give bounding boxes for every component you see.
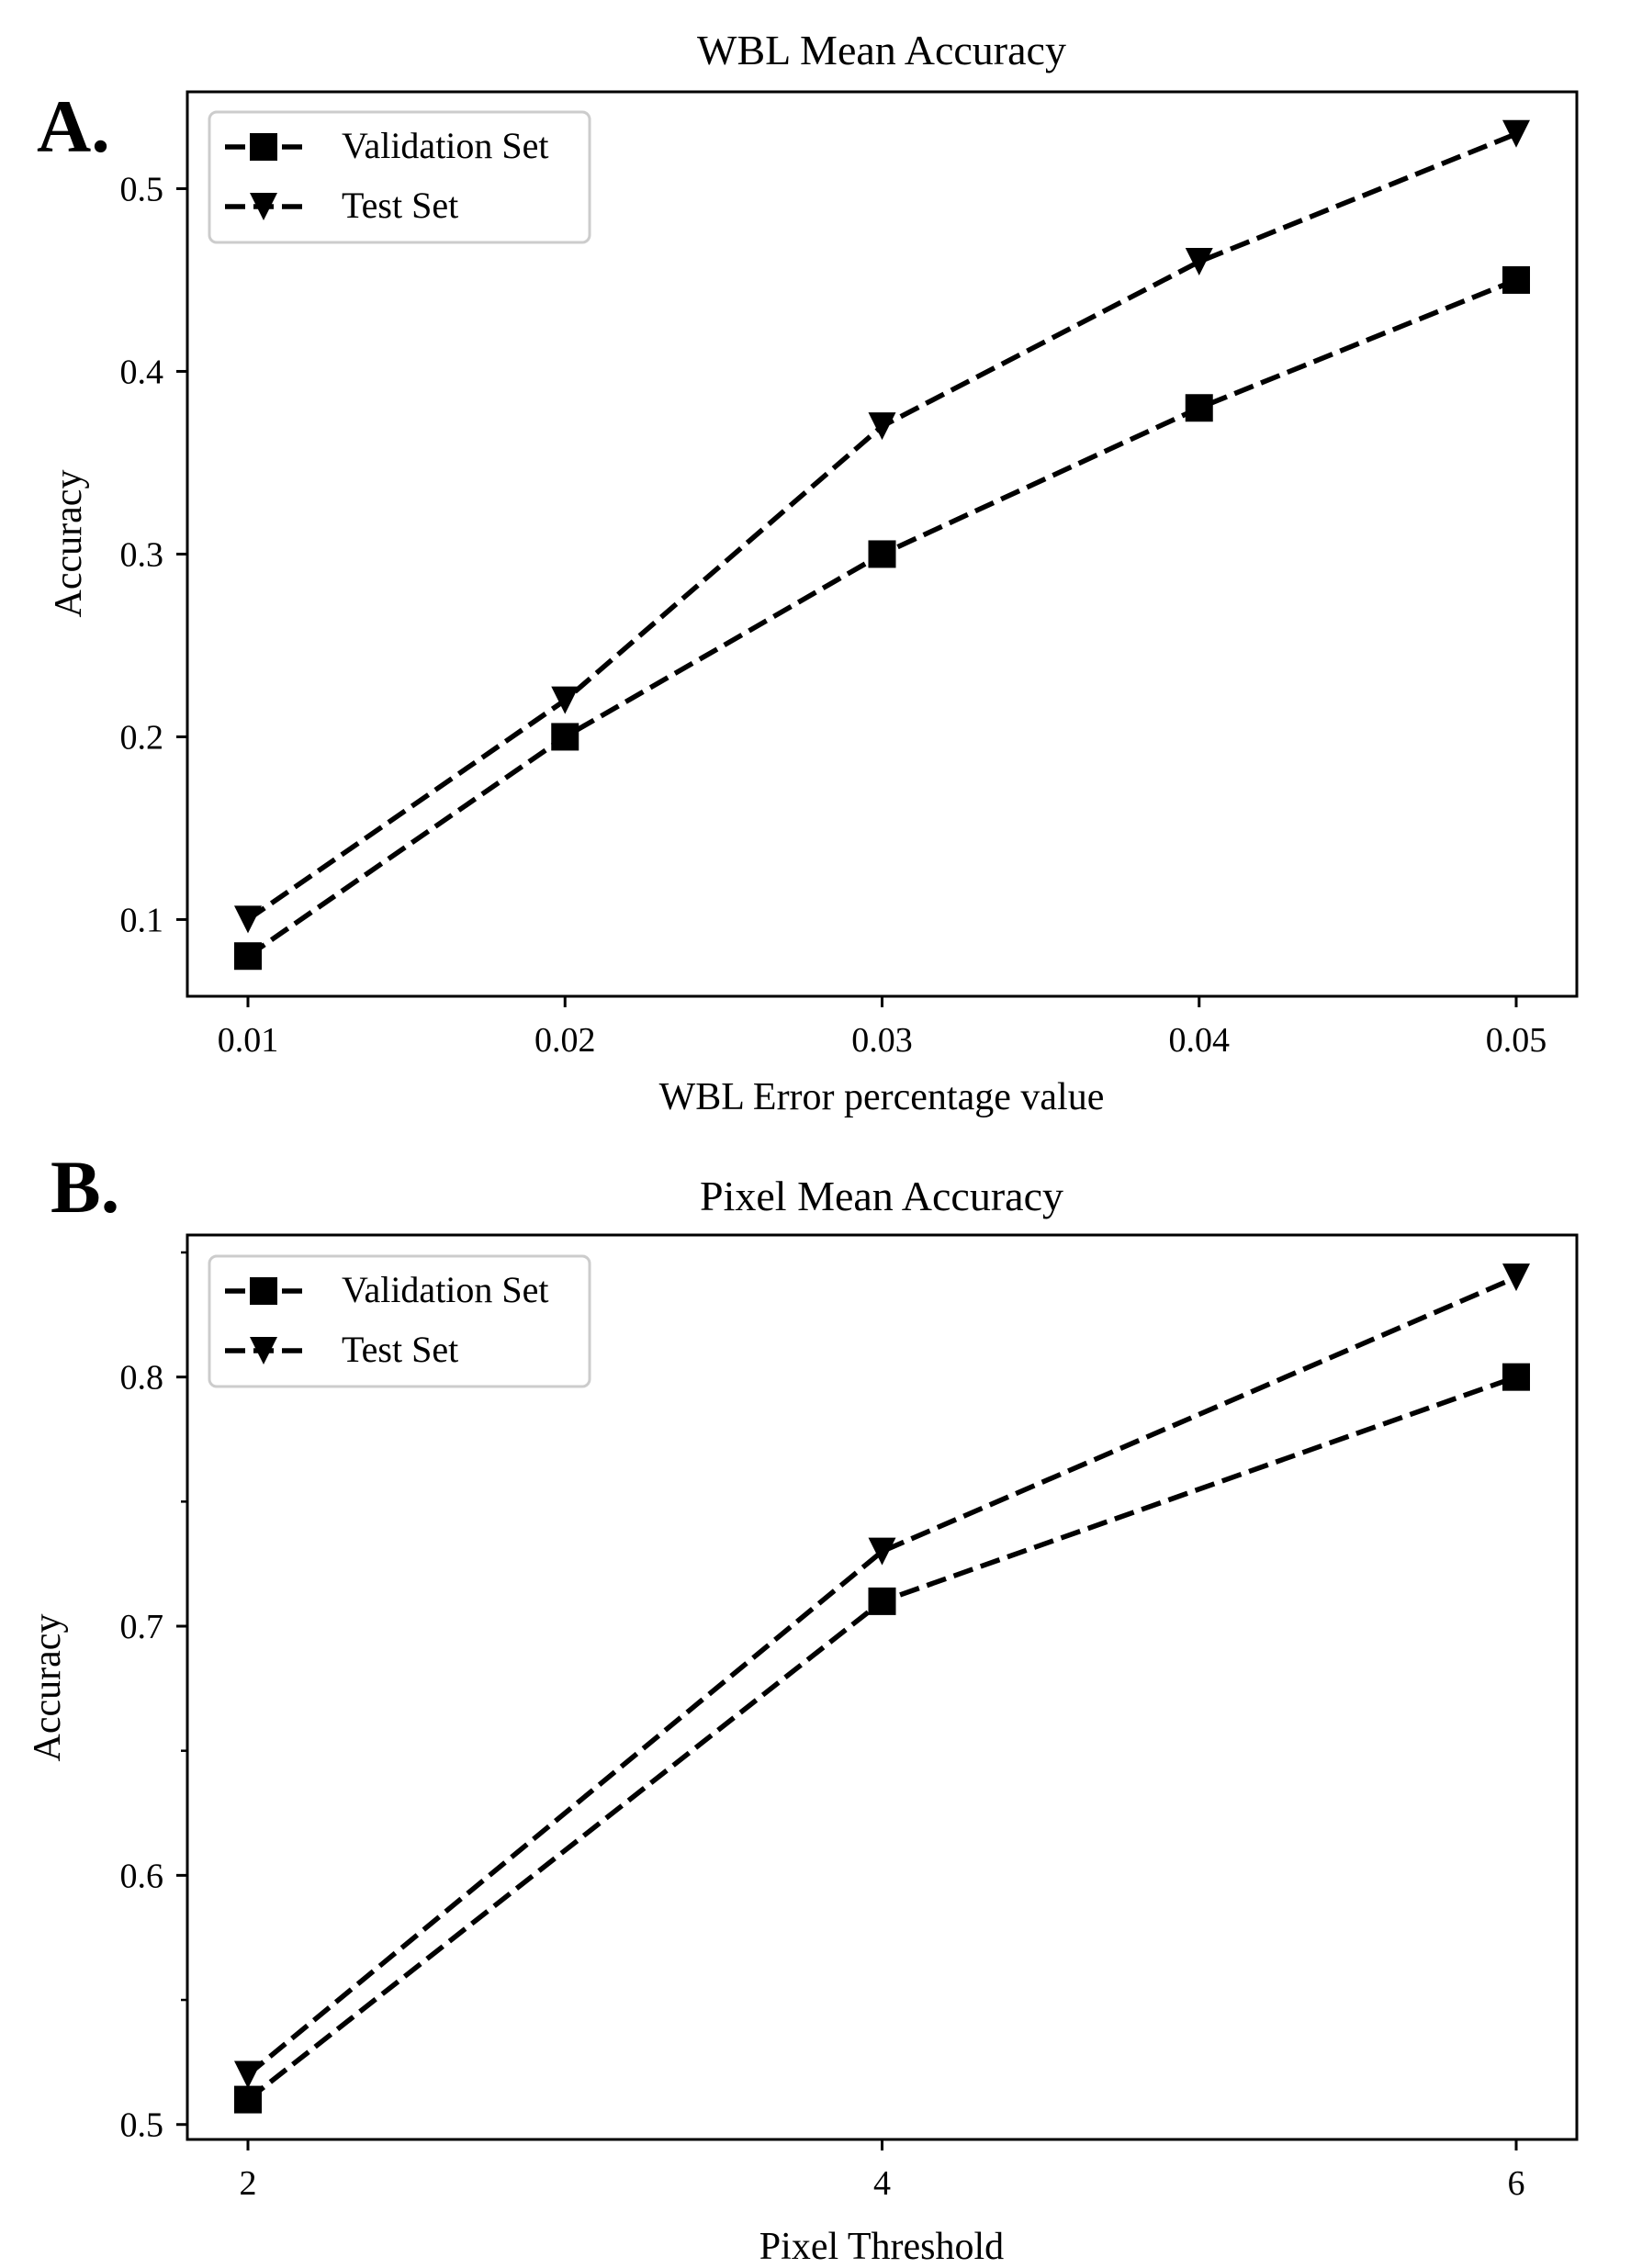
data-point-test — [1185, 248, 1213, 276]
legend-triangle-marker-icon — [250, 1337, 277, 1364]
data-point-validation — [1502, 265, 1530, 294]
legend-frame — [208, 110, 591, 244]
series-layer — [234, 119, 1530, 971]
data-point-validation — [551, 723, 579, 751]
data-point-validation — [868, 1587, 896, 1615]
chart-title: Pixel Mean Accuracy — [700, 1173, 1063, 1219]
data-point-validation — [234, 2085, 262, 2114]
legend-frame — [208, 1254, 591, 1388]
data-point-test — [1502, 119, 1530, 148]
series-line-validation — [246, 1375, 1517, 2102]
chart-title: WBL Mean Accuracy — [697, 27, 1066, 73]
y-tick-label: 0.7 — [120, 1608, 164, 1646]
chart-pixel-mean-accuracy: B. Pixel Mean Accuracy Pixel Threshold A… — [27, 1145, 1579, 2268]
data-point-test — [1502, 1263, 1530, 1292]
legend-label-validation: Validation Set — [342, 125, 549, 166]
y-axis-label: Accuracy — [27, 1614, 69, 1762]
x-tick-label: 2 — [240, 2164, 257, 2203]
panel-label: A. — [37, 84, 110, 168]
y-tick-label: 0.8 — [120, 1359, 164, 1398]
y-tick-label: 0.5 — [120, 2106, 164, 2145]
chart-wbl-mean-accuracy: A. WBL Mean Accuracy WBL Error percentag… — [37, 27, 1579, 1118]
y-tick-label: 0.3 — [120, 535, 164, 574]
y-tick-label: 0.5 — [120, 170, 164, 208]
y-tick-label: 0.6 — [120, 1857, 164, 1895]
y-axis-label: Accuracy — [48, 470, 90, 618]
series-line-test — [246, 131, 1518, 922]
x-tick-label: 0.05 — [1486, 1021, 1547, 1060]
x-tick-label: 0.04 — [1169, 1021, 1231, 1060]
x-axis-label: Pixel Threshold — [759, 2226, 1004, 2268]
panel-label: B. — [51, 1145, 119, 1229]
data-point-test — [551, 686, 579, 714]
legend: Validation Set Test Set — [208, 110, 591, 244]
legend-square-marker-icon — [250, 133, 277, 161]
series-line-validation — [246, 277, 1518, 959]
legend-triangle-marker-icon — [250, 193, 277, 220]
legend: Validation Set Test Set — [208, 1254, 591, 1388]
data-point-test — [868, 1537, 896, 1566]
axis-ticks: 2 4 6 0.5 0.6 0.7 0.8 — [120, 1251, 1525, 2203]
x-tick-label: 6 — [1508, 2164, 1525, 2203]
y-tick-label: 0.1 — [120, 901, 164, 939]
data-point-validation — [234, 942, 262, 971]
legend-label-test: Test Set — [342, 1329, 458, 1370]
legend-label-validation: Validation Set — [342, 1269, 549, 1310]
data-point-test — [234, 905, 262, 934]
legend-square-marker-icon — [250, 1277, 277, 1305]
y-tick-label: 0.4 — [120, 353, 164, 391]
x-tick-label: 0.03 — [851, 1021, 913, 1060]
data-point-test — [234, 2060, 262, 2089]
series-layer — [234, 1263, 1530, 2114]
data-point-test — [868, 412, 896, 441]
data-point-validation — [1502, 1363, 1530, 1391]
data-point-validation — [1185, 394, 1213, 422]
data-point-validation — [868, 540, 896, 568]
axis-ticks: 0.01 0.02 0.03 0.04 0.05 0.1 0.2 0.3 0.4 0.5 — [120, 170, 1547, 1060]
legend-label-test: Test Set — [342, 185, 458, 226]
x-axis-label: WBL Error percentage value — [659, 1076, 1105, 1118]
x-tick-label: 0.01 — [218, 1021, 279, 1060]
series-line-test — [246, 1274, 1518, 2077]
x-tick-label: 4 — [873, 2164, 891, 2203]
y-tick-label: 0.2 — [120, 718, 164, 757]
x-tick-label: 0.02 — [534, 1021, 596, 1060]
